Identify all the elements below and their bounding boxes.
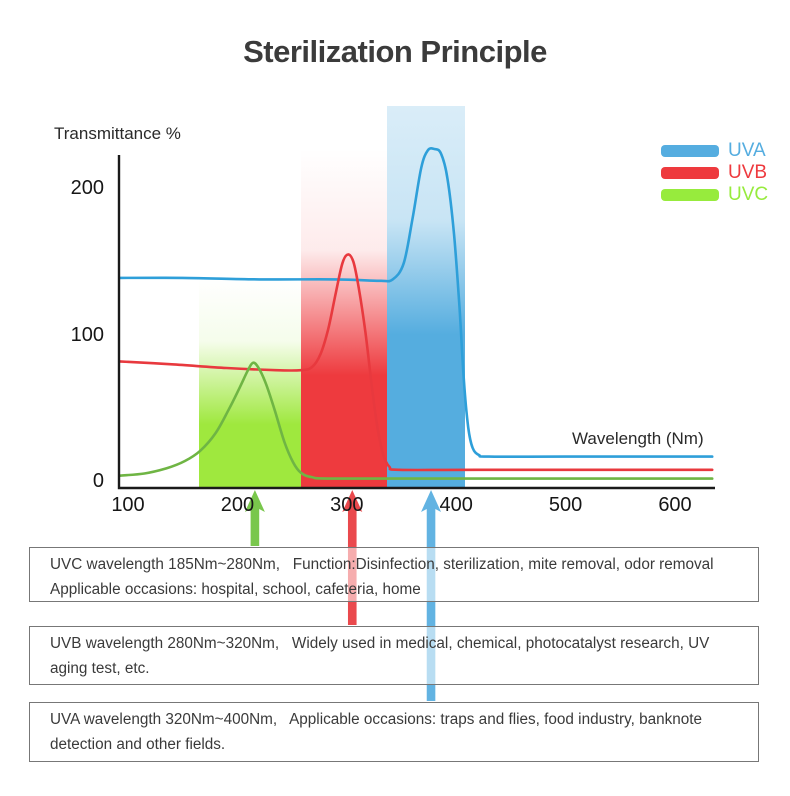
uvc-curve — [117, 361, 714, 480]
uvb-color-swatch — [661, 167, 719, 179]
page-title: Sterilization Principle — [243, 34, 547, 69]
uva-curve — [117, 147, 714, 459]
uva-color-swatch — [661, 145, 719, 157]
axes — [117, 155, 715, 490]
x-axis-label: Wavelength (Nm) — [572, 429, 704, 448]
info-box-uva: UVA wavelength 320Nm~400Nm, Applicable o… — [29, 702, 759, 762]
info-box-uvb: UVB wavelength 280Nm~320Nm, Widely used … — [29, 626, 759, 685]
uvc-color-swatch — [661, 189, 719, 201]
legend: UVA UVB UVC — [661, 140, 768, 211]
y-axis-label: Transmittance % — [54, 124, 181, 143]
legend-item-uva: UVA — [661, 140, 768, 161]
info-box-uva-line1: UVA wavelength 320Nm~400Nm, Applicable o… — [50, 711, 703, 728]
info-box-uva-line2: detection and other fields. — [50, 736, 226, 753]
info-box-uvc: UVC wavelength 185Nm~280Nm, Function:Dis… — [29, 547, 759, 602]
info-box-uvb-line1: UVB wavelength 280Nm~320Nm, Widely used … — [50, 635, 710, 652]
legend-label-uvb: UVB — [728, 162, 768, 183]
uva-band — [387, 106, 465, 487]
uvc-arrow — [244, 490, 265, 546]
legend-item-uvb: UVB — [661, 162, 768, 183]
legend-item-uvc: UVC — [661, 184, 768, 205]
uvb-curve — [117, 253, 714, 472]
uvb-band — [300, 148, 388, 487]
info-box-uvc-line1: UVC wavelength 185Nm~280Nm, Function:Dis… — [50, 556, 714, 573]
uvc-band — [199, 279, 301, 487]
info-box-uvb-line2: aging test, etc. — [50, 660, 150, 677]
info-box-uvc-line2: Applicable occasions: hospital, school, … — [50, 581, 421, 598]
legend-label-uvc: UVC — [728, 184, 769, 205]
legend-label-uva: UVA — [728, 140, 766, 161]
